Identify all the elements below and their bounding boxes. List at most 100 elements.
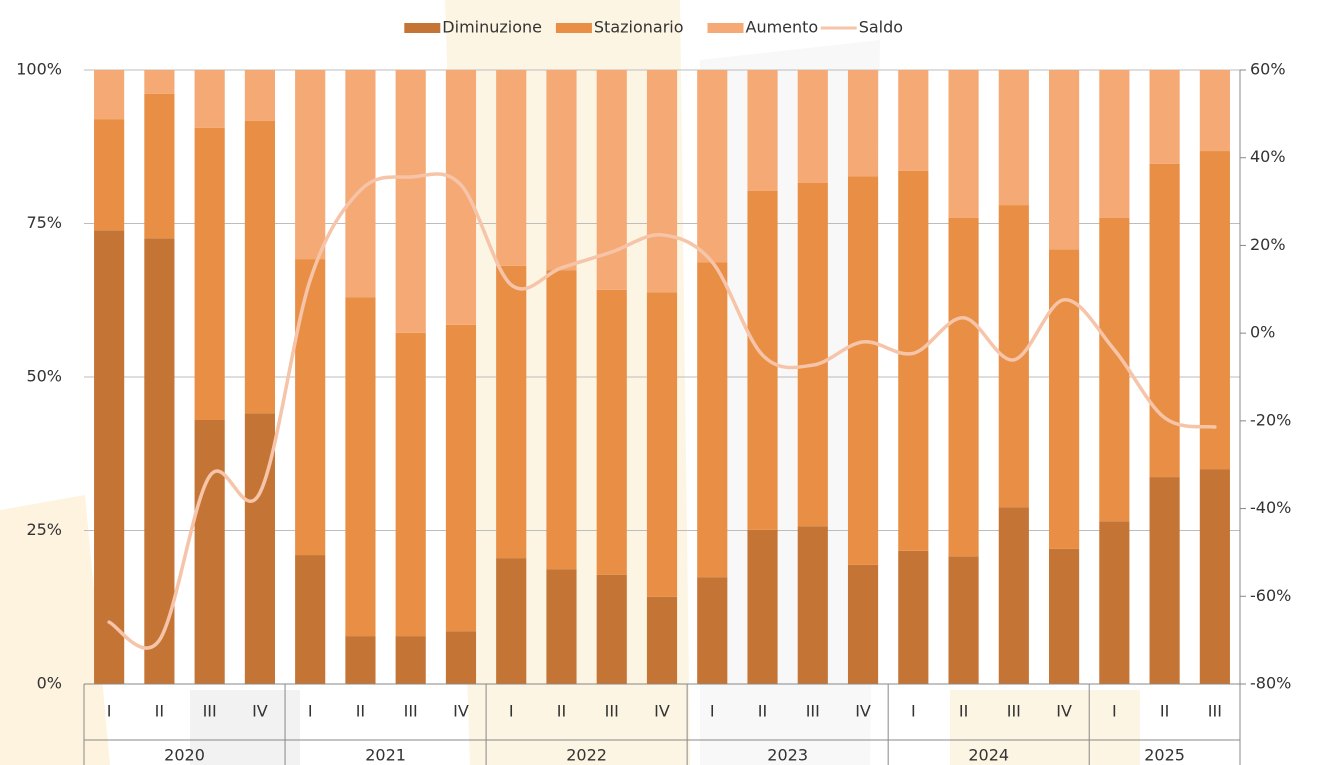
y-tick-label: 0% — [37, 674, 62, 693]
bar-segment — [1049, 548, 1080, 684]
x-tick-label: III — [1007, 702, 1021, 721]
y2-tick-label: -20% — [1250, 410, 1291, 429]
bar-segment — [1099, 217, 1130, 522]
bar-segment — [395, 332, 426, 637]
bar-segment — [797, 70, 828, 183]
x-tick-label: II — [557, 702, 566, 721]
x-tick-label: IV — [252, 702, 268, 721]
bar-segment — [144, 93, 175, 239]
bar-segment — [496, 558, 527, 684]
x-tick-label: I — [107, 702, 112, 721]
bar-segment — [596, 574, 627, 684]
bar-segment — [144, 238, 175, 684]
x-tick-label: II — [1160, 702, 1169, 721]
y2-tick-label: 0% — [1250, 323, 1275, 342]
x-group-label: 2020 — [164, 746, 205, 765]
x-tick-label: II — [356, 702, 365, 721]
y2-tick-label: -80% — [1250, 674, 1291, 693]
x-tick-label: III — [605, 702, 619, 721]
legend-label: Saldo — [859, 18, 903, 37]
bar-segment — [898, 550, 929, 684]
bar-segment — [1149, 163, 1180, 478]
bar-segment — [295, 555, 326, 684]
x-tick-label: I — [911, 702, 916, 721]
legend-swatch — [555, 23, 592, 33]
x-tick-label: II — [758, 702, 767, 721]
bar-segment — [445, 324, 477, 632]
bar-segment — [847, 176, 879, 565]
bar-segment — [244, 70, 275, 121]
y2-tick-label: 60% — [1250, 60, 1286, 79]
bar-segment — [1199, 70, 1230, 152]
x-tick-label: I — [1112, 702, 1117, 721]
bar-segment — [445, 70, 477, 325]
bar-segment — [898, 70, 929, 171]
bar-segment — [797, 182, 828, 527]
y2-tick-label: 40% — [1250, 147, 1286, 166]
bar-segment — [646, 70, 678, 293]
x-tick-label: I — [509, 702, 514, 721]
x-tick-label: I — [308, 702, 313, 721]
bar-segment — [546, 70, 577, 271]
decor — [950, 690, 1140, 765]
bar-segment — [194, 70, 225, 128]
bar-segment — [998, 70, 1029, 206]
decor — [700, 40, 880, 765]
bar-segment — [697, 262, 728, 578]
x-tick-label: III — [404, 702, 418, 721]
legend-swatch — [707, 23, 744, 33]
decor — [190, 690, 300, 765]
legend-label: Stazionario — [594, 18, 684, 37]
bar-segment — [144, 70, 175, 94]
bar-segment — [295, 259, 326, 556]
bar-segment — [898, 170, 929, 551]
bar-segment — [1099, 521, 1130, 684]
bar-segment — [596, 289, 627, 575]
x-tick-label: II — [959, 702, 968, 721]
y-tick-label: 25% — [26, 520, 62, 539]
x-tick-label: III — [203, 702, 217, 721]
bar-segment — [546, 569, 577, 684]
x-tick-label: II — [155, 702, 164, 721]
decor — [0, 495, 110, 765]
bar-segment — [747, 529, 778, 684]
x-tick-label: IV — [453, 702, 469, 721]
bar-segment — [1049, 249, 1080, 549]
bar-segment — [395, 636, 426, 684]
bar-segment — [194, 419, 225, 684]
bar-segment — [94, 119, 125, 231]
bar-segment — [948, 217, 979, 557]
x-tick-label: IV — [1056, 702, 1072, 721]
x-tick-label: III — [1208, 702, 1222, 721]
x-group-label: 2025 — [1144, 746, 1185, 765]
line-series — [107, 172, 1217, 650]
legend-label: Diminuzione — [442, 18, 542, 37]
y2-tick-label: -40% — [1250, 498, 1291, 517]
bar-segment — [1199, 151, 1230, 470]
bar-segment — [646, 596, 678, 684]
bar-segment — [1099, 70, 1130, 218]
x-group-label: 2023 — [767, 746, 808, 765]
y-tick-label: 50% — [26, 367, 62, 386]
legend-swatch — [404, 23, 441, 33]
bar-segment — [194, 127, 225, 420]
bar-segment — [948, 70, 979, 218]
bar-segment — [345, 636, 376, 684]
bar-segment — [697, 70, 728, 263]
x-tick-label: IV — [855, 702, 871, 721]
x-tick-label: I — [710, 702, 715, 721]
bar-segment — [445, 631, 477, 684]
bar-segment — [948, 556, 979, 684]
bar-segment — [998, 507, 1029, 684]
y-tick-label: 100% — [16, 60, 62, 79]
x-tick-label: IV — [654, 702, 670, 721]
bar-segment — [94, 230, 125, 684]
bar-segment — [797, 526, 828, 684]
bar-segment — [244, 120, 275, 414]
bar-segment — [847, 564, 879, 684]
bar-segment — [1049, 70, 1080, 250]
x-group-label: 2024 — [968, 746, 1009, 765]
bar-segment — [1199, 469, 1230, 684]
x-tick-label: III — [806, 702, 820, 721]
